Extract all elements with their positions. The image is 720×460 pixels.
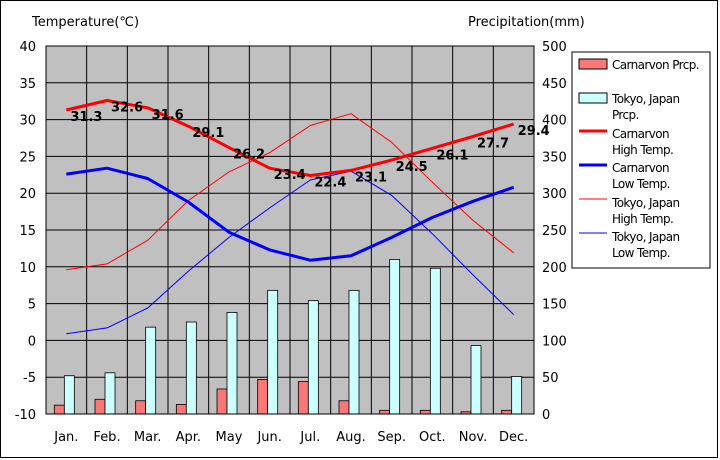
bar-carnarvon-prcp bbox=[94, 398, 106, 415]
y-right-tick-label: 500 bbox=[542, 40, 567, 55]
bar-tokyo-prcp bbox=[104, 372, 116, 415]
y-left-axis-title: Temperature(℃) bbox=[31, 15, 139, 30]
bar-tokyo-prcp bbox=[470, 345, 482, 415]
bar-tokyo-prcp bbox=[145, 326, 157, 415]
legend-swatch-tokyo-prcp bbox=[578, 92, 608, 104]
bar-tokyo-prcp bbox=[185, 321, 197, 415]
y-left-tick-label: 20 bbox=[19, 187, 36, 202]
data-label-carnarvon-high: 26.2 bbox=[233, 148, 265, 163]
line-tokyo-high bbox=[66, 113, 515, 271]
y-left-tick-label: -10 bbox=[15, 408, 36, 423]
bar-tokyo-prcp bbox=[226, 312, 238, 415]
line-carnarvon-high bbox=[65, 99, 515, 177]
bar-tokyo-prcp bbox=[348, 289, 360, 415]
x-tick-label: Nov. bbox=[459, 430, 488, 445]
legend-swatch-carnarvon-prcp bbox=[578, 58, 608, 70]
x-tick-label: Mar. bbox=[134, 430, 161, 445]
y-right-tick-label: 400 bbox=[542, 114, 567, 129]
legend-label-carnarvon-low: Carnarvon Low Temp. bbox=[612, 161, 670, 191]
bar-carnarvon-prcp bbox=[257, 379, 269, 415]
bar-tokyo-prcp bbox=[63, 375, 75, 415]
data-label-carnarvon-high: 24.5 bbox=[396, 160, 428, 175]
bar-carnarvon-prcp bbox=[338, 400, 350, 415]
gridlines bbox=[46, 46, 534, 414]
y-right-tick-label: 50 bbox=[542, 371, 559, 386]
bar-carnarvon-prcp bbox=[175, 404, 187, 415]
bar-tokyo-prcp bbox=[389, 259, 401, 415]
x-tick-label: Sep. bbox=[377, 430, 406, 445]
bar-carnarvon-prcp bbox=[135, 400, 147, 415]
y-right-tick-label: 450 bbox=[542, 77, 567, 92]
legend-label-tokyo-high: Tokyo, Japan High Temp. bbox=[611, 196, 680, 226]
line-tokyo-low bbox=[66, 170, 515, 335]
temperature-lines bbox=[65, 99, 515, 335]
line-carnarvon-low bbox=[66, 166, 515, 262]
x-tick-label: Jan. bbox=[53, 430, 78, 445]
data-label-carnarvon-high: 32.6 bbox=[111, 100, 143, 115]
y-left-tick-labels: 40 35 30 25 20 15 10 5 0 -5 -10 bbox=[15, 40, 36, 423]
bar-tokyo-prcp bbox=[307, 300, 319, 415]
y-right-tick-label: 250 bbox=[542, 224, 567, 239]
bar-carnarvon-prcp bbox=[501, 409, 513, 415]
bar-tokyo-prcp bbox=[429, 267, 441, 415]
y-left-tick-label: 35 bbox=[19, 77, 36, 92]
y-left-tick-label: 25 bbox=[19, 150, 36, 165]
data-label-carnarvon-high: 31.3 bbox=[70, 110, 102, 125]
y-right-axis-title: Precipitation(mm) bbox=[468, 15, 585, 30]
y-right-tick-label: 200 bbox=[542, 261, 567, 276]
x-tick-label: Feb. bbox=[93, 430, 120, 445]
x-tick-label: Jul. bbox=[299, 430, 320, 445]
bar-carnarvon-prcp bbox=[216, 388, 228, 415]
data-label-carnarvon-high: 29.1 bbox=[192, 126, 224, 141]
y-left-tick-label: 5 bbox=[28, 298, 36, 313]
data-labels: 31.3 32.6 31.6 29.1 26.2 23.4 22.4 23.1 24.5 26.1… bbox=[70, 100, 549, 190]
y-left-tick-label: 30 bbox=[19, 114, 36, 129]
y-right-tick-label: 350 bbox=[542, 150, 567, 165]
y-left-tick-label: 15 bbox=[19, 224, 36, 239]
precipitation-bars bbox=[53, 259, 523, 415]
bar-carnarvon-prcp bbox=[379, 409, 391, 415]
legend-label-tokyo-low: Tokyo, Japan Low Temp. bbox=[611, 230, 680, 260]
bar-carnarvon-prcp bbox=[419, 409, 431, 415]
data-label-carnarvon-high: 27.7 bbox=[477, 137, 509, 152]
x-tick-label: Apr. bbox=[176, 430, 201, 445]
y-right-tick-label: 300 bbox=[542, 187, 567, 202]
x-tick-label: Dec. bbox=[499, 430, 528, 445]
data-label-carnarvon-high: 23.4 bbox=[274, 168, 306, 183]
x-tick-label: Aug. bbox=[336, 430, 366, 445]
legend-box bbox=[571, 51, 711, 269]
data-label-carnarvon-high: 31.6 bbox=[152, 108, 184, 123]
y-left-tick-label: 10 bbox=[19, 261, 36, 276]
y-left-tick-label: 40 bbox=[19, 40, 36, 55]
x-tick-label: Jun. bbox=[256, 430, 281, 445]
y-right-tick-label: 100 bbox=[542, 334, 567, 349]
data-label-carnarvon-high: 23.1 bbox=[355, 170, 387, 185]
y-left-tick-label: 0 bbox=[28, 334, 36, 349]
legend-label-carnarvon-high: Carnarvon High Temp. bbox=[612, 127, 673, 157]
legend: Carnarvon Prcp. Tokyo, Japan Prcp. Carnar… bbox=[571, 51, 711, 269]
data-label-carnarvon-high: 22.4 bbox=[314, 176, 346, 191]
bar-carnarvon-prcp bbox=[297, 381, 309, 415]
bar-tokyo-prcp bbox=[267, 289, 279, 415]
legend-label-tokyo-prcp: Tokyo, Japan Prcp. bbox=[611, 92, 680, 122]
y-right-tick-label: 0 bbox=[542, 408, 550, 423]
data-label-carnarvon-high: 26.1 bbox=[436, 148, 468, 163]
y-left-tick-label: -5 bbox=[23, 371, 36, 386]
x-tick-labels: Jan. Feb. Mar. Apr. May Jun. Jul. Aug. Sep. Oct. N… bbox=[53, 430, 528, 445]
x-tick-label: May bbox=[216, 430, 243, 445]
plot-border bbox=[45, 45, 535, 415]
legend-label-carnarvon-prcp: Carnarvon Prcp. bbox=[612, 58, 699, 72]
bar-carnarvon-prcp bbox=[53, 404, 65, 415]
bar-tokyo-prcp bbox=[511, 376, 523, 415]
y-right-tick-label: 150 bbox=[542, 298, 567, 313]
x-tick-label: Oct. bbox=[419, 430, 446, 445]
